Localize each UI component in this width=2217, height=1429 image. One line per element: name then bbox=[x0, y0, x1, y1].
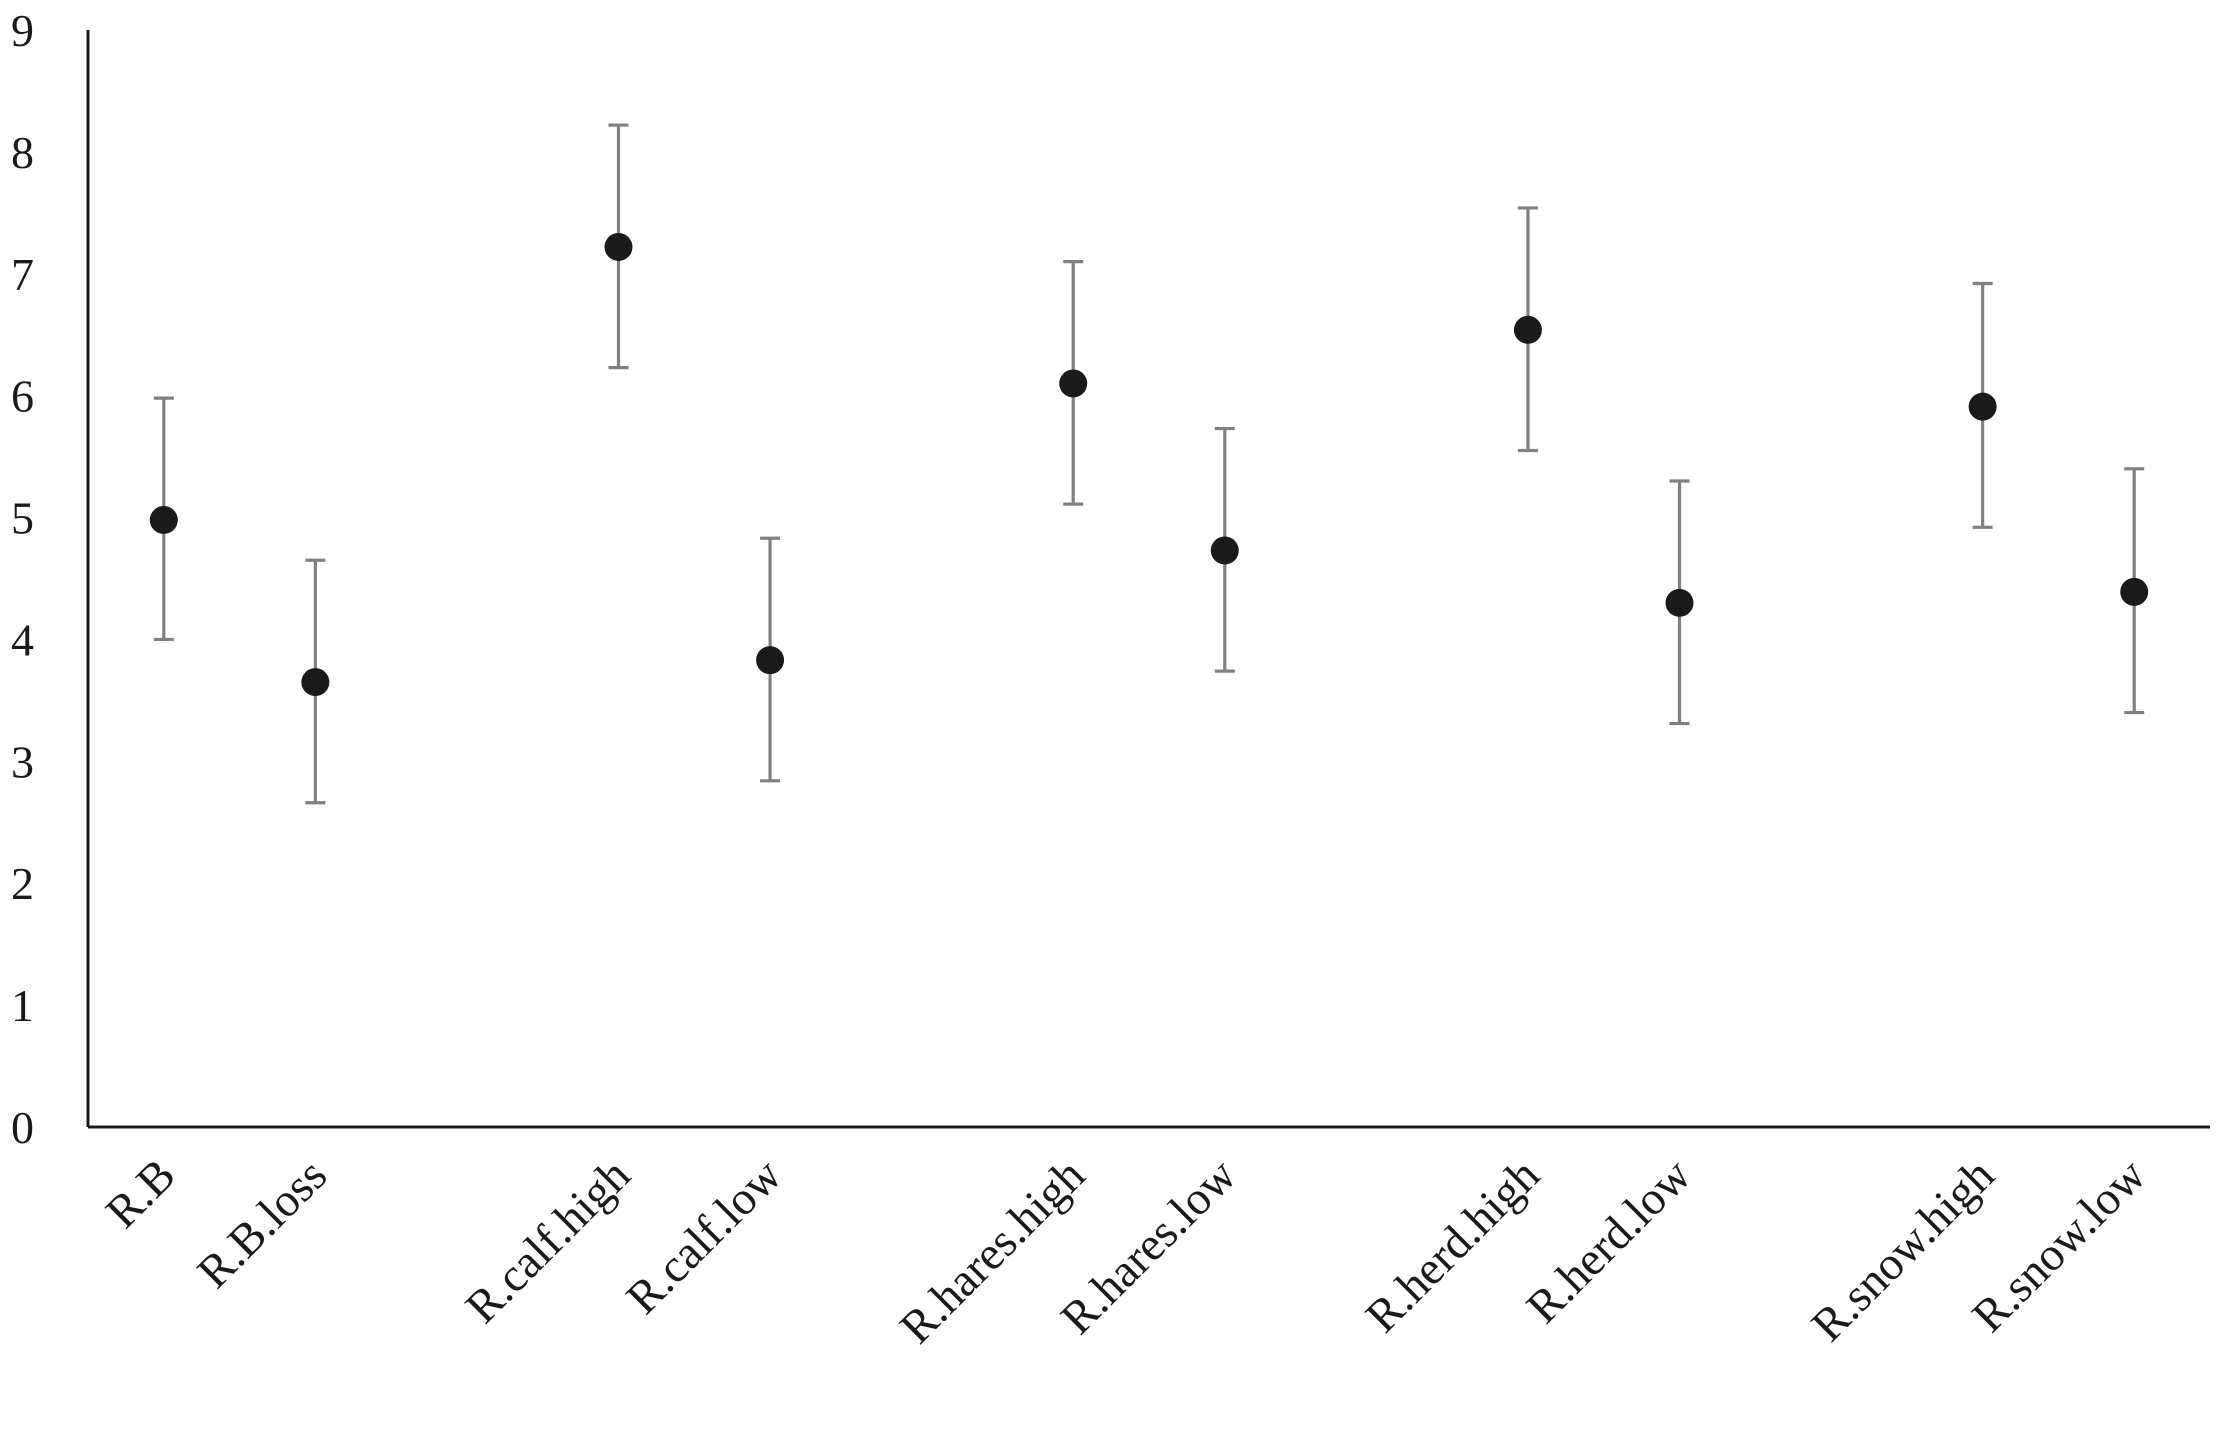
category-label-R.calf.low: R.calf.low bbox=[617, 1149, 792, 1324]
error-bars bbox=[153, 123, 2145, 805]
y-tick-label-6: 6 bbox=[11, 371, 34, 422]
data-point-R.snow.high bbox=[1968, 392, 1997, 421]
y-tick-label-2: 2 bbox=[11, 858, 34, 909]
category-label-R.herd.low: R.herd.low bbox=[1517, 1149, 1701, 1333]
y-tick-labels: 0 1 2 3 4 5 6 7 8 9 bbox=[11, 5, 34, 1153]
data-point-R.calf.high bbox=[604, 232, 633, 261]
y-tick-label-1: 1 bbox=[11, 980, 34, 1031]
data-point-R.hares.low bbox=[1210, 536, 1239, 565]
y-tick-label-5: 5 bbox=[11, 493, 34, 544]
data-point-R.hares.high bbox=[1059, 369, 1088, 398]
category-label-R.B.loss: R.B.loss bbox=[188, 1149, 337, 1298]
data-points bbox=[149, 232, 2149, 697]
data-point-R.B bbox=[149, 505, 178, 534]
y-tick-label-4: 4 bbox=[11, 614, 34, 665]
data-point-R.calf.low bbox=[756, 646, 785, 675]
y-tick-label-9: 9 bbox=[11, 5, 34, 56]
category-label-R.herd.high: R.herd.high bbox=[1356, 1149, 1550, 1343]
data-point-R.herd.low bbox=[1665, 588, 1694, 617]
y-tick-label-3: 3 bbox=[11, 736, 34, 787]
category-label-R.snow.high: R.snow.high bbox=[1802, 1149, 2005, 1352]
category-label-R.hares.high: R.hares.high bbox=[890, 1149, 1095, 1354]
data-point-R.B.loss bbox=[301, 668, 330, 697]
category-label-R.B: R.B bbox=[96, 1149, 185, 1238]
y-tick-label-7: 7 bbox=[11, 249, 34, 300]
data-point-R.herd.high bbox=[1513, 315, 1542, 344]
data-point-R.snow.low bbox=[2120, 577, 2149, 606]
category-label-R.calf.high: R.calf.high bbox=[456, 1149, 640, 1333]
y-tick-label-8: 8 bbox=[11, 127, 34, 178]
y-tick-label-0: 0 bbox=[11, 1102, 34, 1153]
